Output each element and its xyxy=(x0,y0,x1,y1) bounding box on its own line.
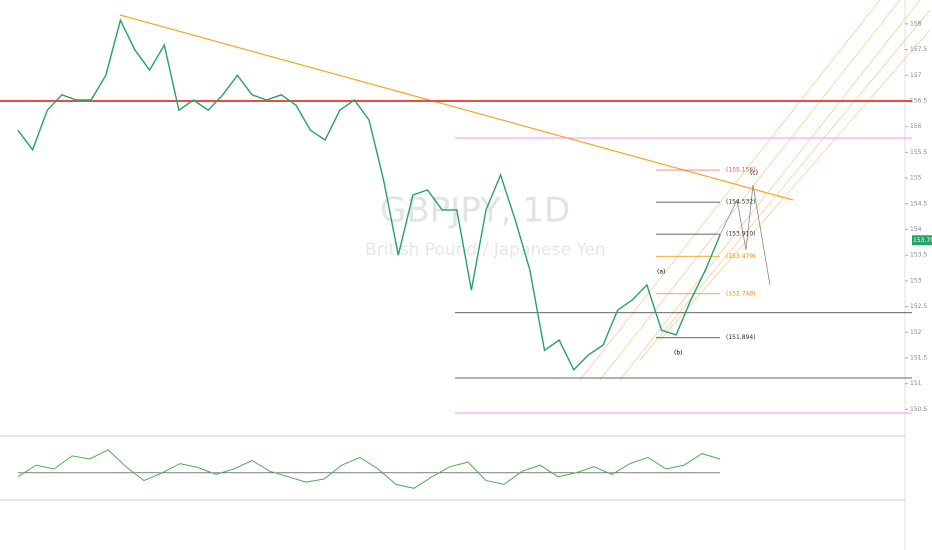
y-tick-label: 150.5 xyxy=(910,406,927,413)
y-tick-label: 153 xyxy=(910,277,922,284)
y-tick-label: 157.5 xyxy=(910,46,927,53)
y-tick-label: 154 xyxy=(910,226,922,233)
fib-label: (152.749) xyxy=(726,290,756,297)
fan-lines xyxy=(579,0,931,381)
oscillator-line xyxy=(17,449,721,489)
y-tick-label: 152 xyxy=(910,329,922,336)
watermark-description: British Pound / Japanese Yen xyxy=(365,240,606,260)
trend-line xyxy=(119,14,794,201)
projection-path xyxy=(719,184,771,286)
y-tick-label: 154.5 xyxy=(910,200,927,207)
fib-label: (153.910) xyxy=(726,231,756,238)
wave-label: (b) xyxy=(674,350,683,357)
y-tick-label: 158 xyxy=(910,20,922,27)
y-tick-label: 152.5 xyxy=(910,303,927,310)
y-tick-label: 155.5 xyxy=(910,149,927,156)
last-price-label: 153.79 xyxy=(913,237,932,244)
fib-label: (155.156) xyxy=(726,167,756,174)
y-tick-label: 156 xyxy=(910,123,922,130)
last-price-tag xyxy=(912,235,932,246)
fib-label: (153.479) xyxy=(726,253,756,260)
fib-label: (154.532) xyxy=(726,199,756,206)
y-tick-label: 153.5 xyxy=(910,252,927,259)
y-tick-label: 151.5 xyxy=(910,354,927,361)
y-tick-label: 156.5 xyxy=(910,97,927,104)
wave-label: (c) xyxy=(750,170,758,177)
fib-label: (151.894) xyxy=(726,334,756,341)
wave-label: (a) xyxy=(657,269,665,276)
y-tick-label: 157 xyxy=(910,72,922,79)
y-tick-label: 155 xyxy=(910,175,922,182)
y-tick-label: 151 xyxy=(910,380,922,387)
price-line xyxy=(17,18,721,371)
